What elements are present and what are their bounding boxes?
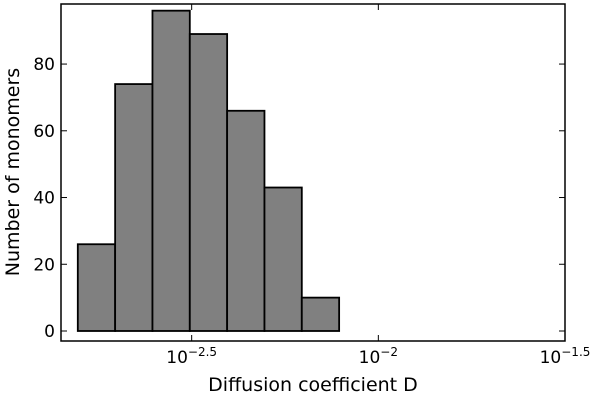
histogram-bar-3 <box>151 9 191 332</box>
y-tick-label: 20 <box>33 255 55 275</box>
y-tick-label: 40 <box>33 189 55 209</box>
histogram-bar-2 <box>114 83 154 332</box>
x-tick-label: 10−1.5 <box>540 345 591 368</box>
y-tick-label: 0 <box>44 322 55 342</box>
histogram-bar-6 <box>263 186 303 332</box>
x-tick-label: 10−2.5 <box>166 345 217 368</box>
x-axis-label: Diffusion coefficient D <box>208 374 418 396</box>
histogram-bar-5 <box>226 109 266 332</box>
y-tick-label: 80 <box>33 55 55 75</box>
histogram-bars <box>76 9 341 332</box>
x-tick-label: 10−2 <box>359 345 398 368</box>
y-tick-label: 60 <box>33 122 55 142</box>
x-tick-labels: 10−2.5 10−2 10−1.5 <box>166 345 590 368</box>
histogram-bar-7 <box>300 296 341 332</box>
y-axis-label: Number of monomers <box>2 68 24 276</box>
histogram-bar-4 <box>188 33 229 332</box>
plot-frame <box>60 3 566 342</box>
y-tick-labels: 0 20 40 60 80 <box>33 55 55 342</box>
histogram-bar-1 <box>76 243 117 332</box>
